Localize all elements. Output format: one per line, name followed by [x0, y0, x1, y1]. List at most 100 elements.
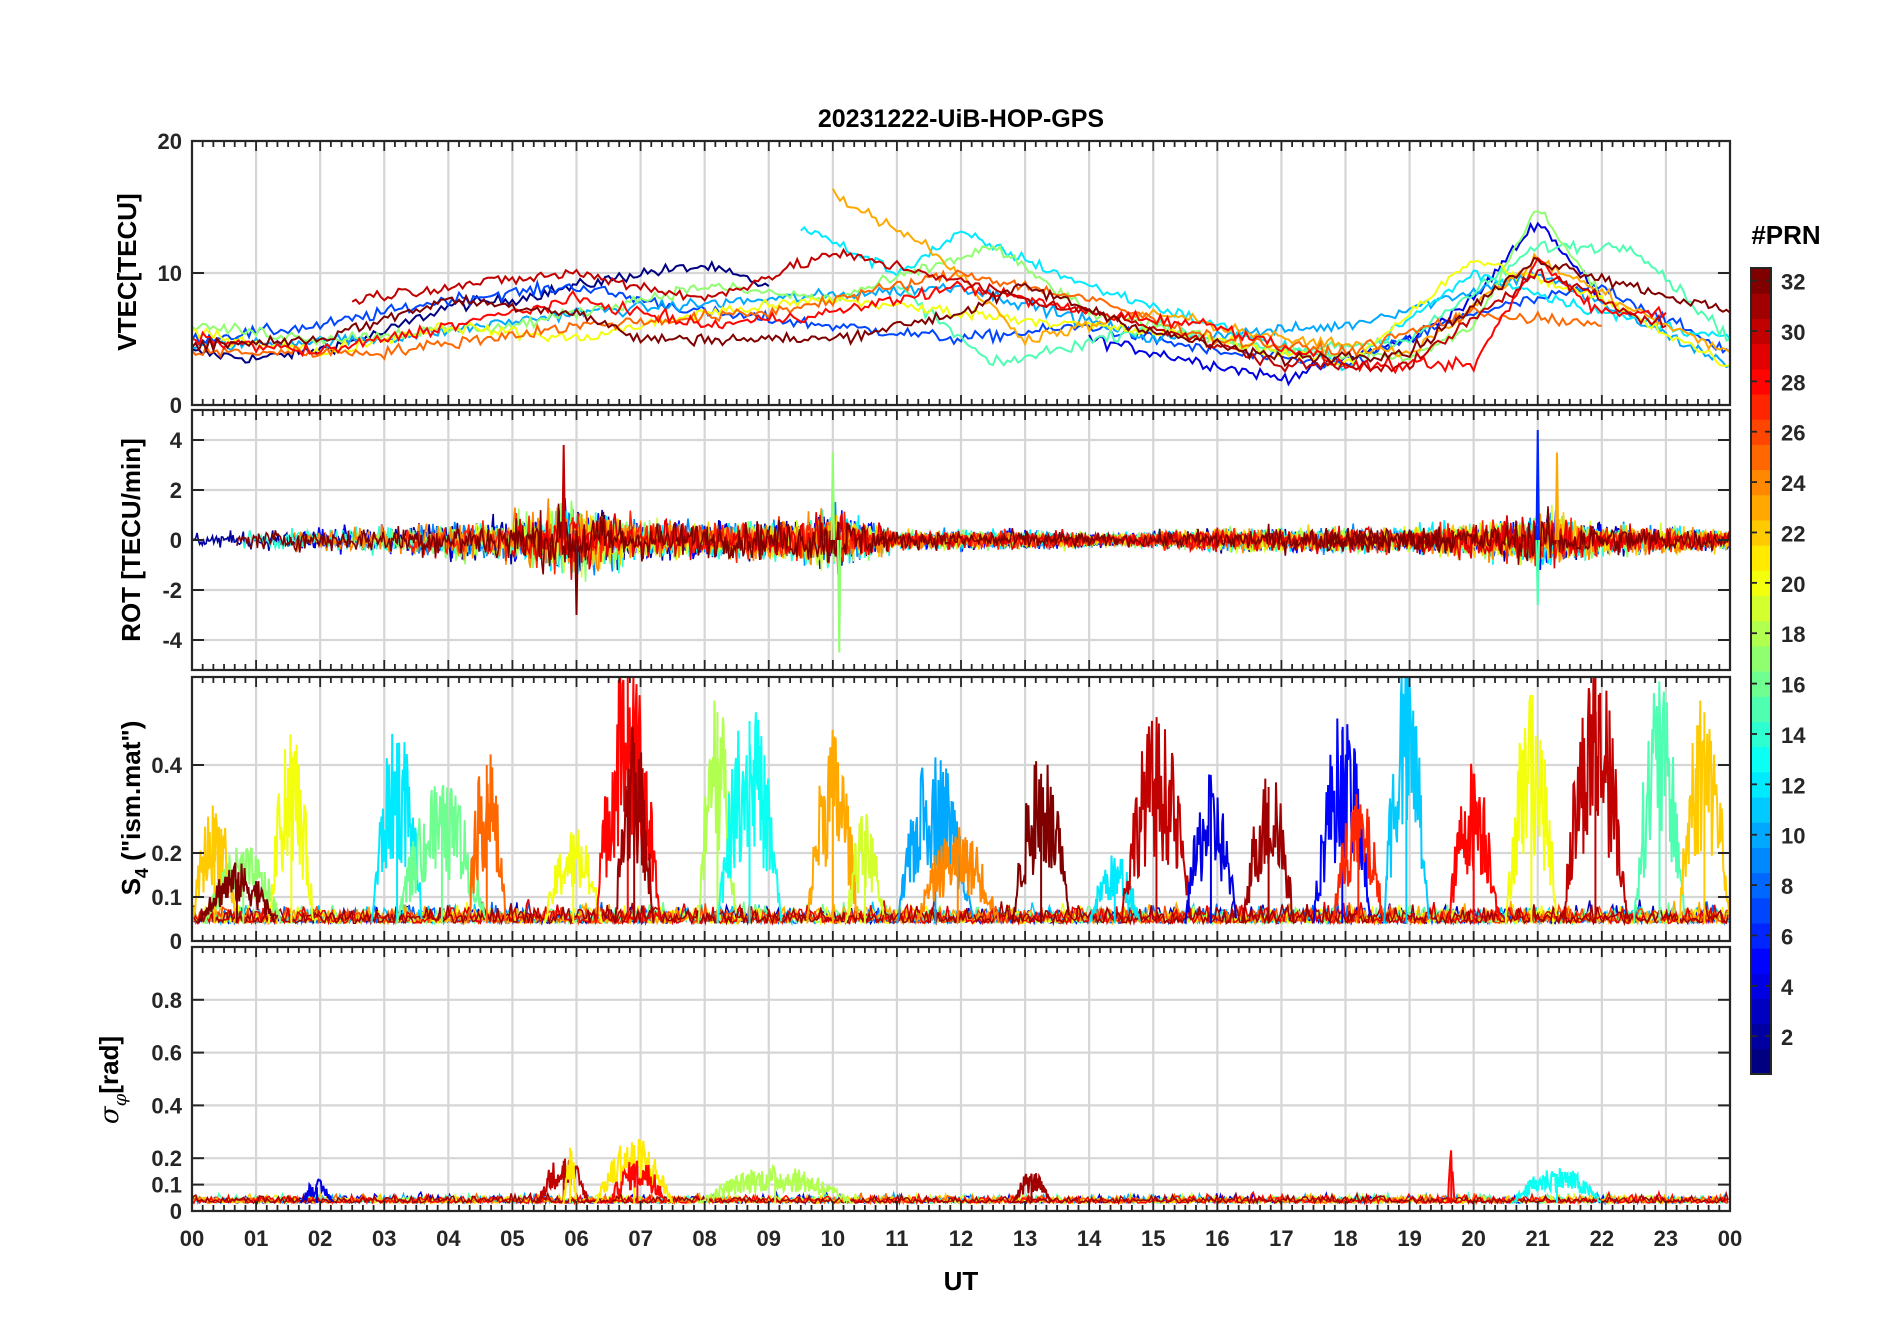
colorbar-tick-label: 12 — [1781, 773, 1805, 798]
colorbar-swatch — [1751, 368, 1771, 395]
s4-burst-prn-24 — [915, 827, 1001, 924]
colorbar-tick-label: 28 — [1781, 370, 1805, 395]
s4-ylabel: S4 ("ism.mat") — [116, 721, 152, 896]
colorbar-tick-label: 8 — [1781, 874, 1793, 899]
colorbar-swatch — [1751, 318, 1771, 345]
rot-y-tick-label: 4 — [170, 428, 183, 453]
sigma_phi-y-ticks: 00.10.2 0.4 0.6 0.8 — [151, 988, 1730, 1224]
vtec-series-prn-30 — [351, 247, 1667, 374]
rot-y-tick-label: 2 — [170, 478, 182, 503]
sigma_phi-baseline-prn-31 — [192, 1190, 1729, 1206]
rot-x-ticks — [191, 410, 1731, 670]
vtec-series-prn-25 — [192, 269, 1602, 361]
rot-ylabel: ROT [TECU/min] — [116, 438, 146, 642]
vtec-series-prn-28 — [192, 256, 1667, 375]
x-tick-label: 02 — [308, 1226, 332, 1251]
sigma-phi-ylabel: σφ[rad] — [94, 1036, 131, 1124]
colorbar-swatch — [1751, 948, 1771, 974]
sigma_phi-y-tick-label: 0.4 — [151, 1093, 182, 1118]
colorbar-swatch — [1751, 519, 1771, 546]
vtec-series-prn-23 — [831, 188, 1730, 358]
sigma_phi-y-tick-label: 0.1 — [151, 1173, 182, 1198]
x-tick-label: 17 — [1269, 1226, 1293, 1251]
x-tick-label: 21 — [1526, 1226, 1550, 1251]
colorbar-swatch — [1751, 847, 1771, 874]
colorbar-label: #PRN — [1751, 220, 1820, 250]
colorbar-swatch — [1751, 746, 1771, 773]
sigma_phi-y-tick-label: 0.2 — [151, 1146, 182, 1171]
vtec-x-ticks — [191, 141, 1731, 405]
vtec-series-prn-7 — [192, 278, 1730, 369]
x-tick-label: 07 — [628, 1226, 652, 1251]
colorbar-swatch — [1751, 771, 1771, 798]
colorbar-swatch — [1751, 671, 1771, 697]
sigma_phi-burst-prn-18 — [697, 1164, 852, 1205]
colorbar-swatch — [1751, 973, 1771, 1000]
rot-peak — [1554, 452, 1560, 541]
rot-y-tick-label: -2 — [162, 578, 182, 603]
x-tick-label: 20 — [1461, 1226, 1485, 1251]
x-tick-label: 08 — [692, 1226, 716, 1251]
sigma_phi-y-tick-label: 0 — [170, 1199, 182, 1224]
colorbar-tick-label: 30 — [1781, 320, 1805, 345]
rot-peak — [830, 452, 836, 541]
s4-data — [192, 677, 1730, 927]
vtec-series-prn-32 — [192, 256, 1730, 368]
colorbar-swatch — [1751, 444, 1771, 471]
x-tick-label: 13 — [1013, 1226, 1037, 1251]
s4-y-tick-label: 0.1 — [151, 885, 182, 910]
vtec-y-tick-label: 20 — [158, 129, 182, 154]
colorbar-tick-label: 32 — [1781, 270, 1805, 295]
rot-series-prn-32-b — [1325, 506, 1730, 565]
s4-ylabel-main: S — [116, 878, 146, 895]
s4-burst-prn-20 — [543, 829, 604, 924]
colorbar-tick-label: 6 — [1781, 924, 1793, 949]
colorbar-swatch — [1751, 822, 1771, 848]
s4-burst-prn-12 — [1088, 855, 1141, 924]
x-tick-label: 22 — [1590, 1226, 1614, 1251]
s4-burst-prn-15 — [1632, 681, 1685, 924]
x-tick-label: 06 — [564, 1226, 588, 1251]
rot-peak — [1535, 539, 1541, 606]
s4-burst-prn-23 — [806, 729, 859, 924]
colorbar-tick-label: 2 — [1781, 1025, 1793, 1050]
colorbar-swatch — [1751, 897, 1771, 924]
x-tick-label: 14 — [1077, 1226, 1102, 1251]
colorbar-tick-label: 16 — [1781, 673, 1805, 698]
rot-peak — [561, 444, 566, 541]
colorbar-swatch — [1751, 922, 1771, 949]
colorbar-swatch — [1751, 343, 1771, 370]
s4-y-ticks: 0 0.1 0.2 0.4 — [151, 753, 1730, 954]
colorbar-swatch — [1751, 570, 1771, 597]
s4-x-ticks — [191, 677, 1731, 941]
x-tick-label: 23 — [1654, 1226, 1678, 1251]
rot-peak — [836, 539, 842, 653]
vtec-data — [192, 188, 1730, 387]
x-tick-label: 10 — [821, 1226, 845, 1251]
colorbar-swatch — [1751, 469, 1771, 496]
x-tick-label: 00 — [1718, 1226, 1742, 1251]
colorbar-swatch — [1751, 796, 1771, 823]
x-tick-label: 11 — [885, 1226, 908, 1251]
colorbar-swatch — [1751, 645, 1771, 672]
sigma_phi-burst-prn-28 — [1447, 1150, 1456, 1204]
x-tick-label: 00 — [180, 1226, 204, 1251]
sigma-phi-ylabel-sub: φ — [110, 1093, 131, 1106]
x-tick-label: 18 — [1333, 1226, 1357, 1251]
colorbar-tick-label: 14 — [1781, 723, 1806, 748]
colorbar-swatch — [1751, 1023, 1771, 1050]
colorbar-swatch — [1751, 419, 1771, 445]
sigma-phi-ylabel-rest: [rad] — [94, 1036, 124, 1094]
vtec-y-tick-label: 0 — [170, 393, 182, 418]
colorbar-swatch — [1751, 998, 1771, 1025]
colorbar-swatch — [1751, 494, 1771, 521]
x-tick-label: 15 — [1141, 1226, 1165, 1251]
x-tick-label: 03 — [372, 1226, 396, 1251]
s4-baseline-prn-31 — [192, 901, 1729, 927]
s4-y-tick-label: 0.4 — [151, 753, 182, 778]
colorbar-swatch — [1751, 696, 1771, 722]
x-tick-label: 16 — [1205, 1226, 1229, 1251]
sigma-phi-ylabel-main: σ — [95, 1105, 125, 1124]
sigma_phi-grid — [190, 947, 1732, 1213]
